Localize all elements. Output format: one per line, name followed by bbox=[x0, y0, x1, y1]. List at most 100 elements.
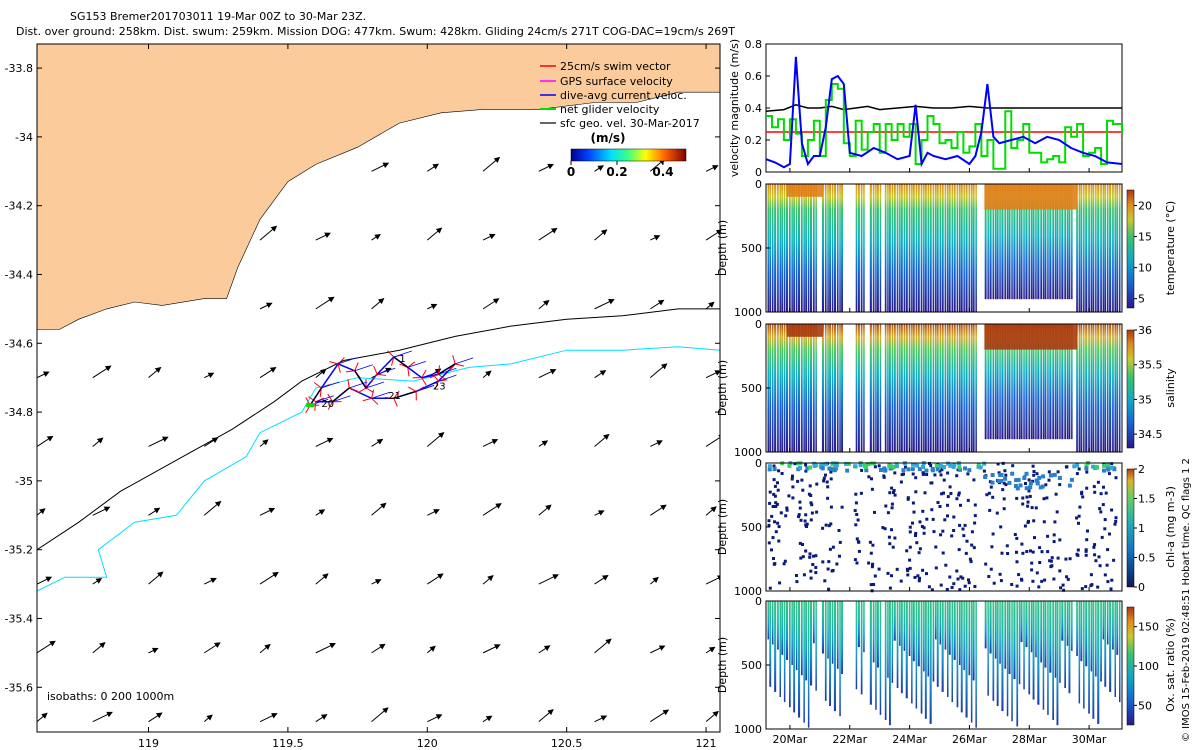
chl-a-point bbox=[1015, 496, 1019, 500]
chl-a-point bbox=[787, 463, 792, 468]
profile-column bbox=[896, 601, 899, 688]
chl-a-point bbox=[780, 472, 784, 475]
chl-a-point bbox=[773, 520, 776, 524]
profile-column bbox=[1006, 601, 1009, 717]
profile-column bbox=[1001, 601, 1004, 712]
colorbar-label: salinity bbox=[1164, 368, 1177, 408]
chl-a-point bbox=[956, 577, 960, 581]
velocity-series-line bbox=[765, 104, 1122, 112]
chl-a-point bbox=[1114, 476, 1118, 480]
profile-column bbox=[896, 184, 899, 312]
profile-column bbox=[924, 184, 927, 312]
chl-a-point bbox=[1052, 472, 1057, 477]
chl-a-point bbox=[790, 477, 794, 481]
chl-a-point bbox=[799, 518, 803, 522]
map-axis-ticks: 119 119.5 120 120.5 121-33.8-34-34.2-34.4-34… bbox=[5, 44, 720, 750]
chl-a-point bbox=[804, 513, 808, 517]
chl-a-point bbox=[987, 575, 991, 578]
profile-column bbox=[989, 601, 992, 654]
profile-column bbox=[1083, 324, 1085, 452]
chl-a-point bbox=[795, 574, 798, 577]
chl-a-point bbox=[791, 474, 794, 478]
profile-column bbox=[789, 184, 791, 312]
swim-vector bbox=[407, 361, 416, 368]
chl-a-point bbox=[1005, 544, 1009, 548]
chl-a-point bbox=[838, 554, 841, 558]
chl-a-point bbox=[829, 522, 833, 526]
profile-column bbox=[774, 324, 777, 452]
swim-vector bbox=[437, 365, 441, 375]
sfc-geo-arrow bbox=[315, 232, 331, 241]
chl-a-point bbox=[1109, 465, 1114, 470]
profile-column bbox=[891, 324, 894, 452]
chl-a-point bbox=[873, 465, 877, 469]
chl-a-point bbox=[1099, 492, 1103, 496]
profile-column bbox=[963, 324, 965, 452]
profile-column bbox=[821, 184, 824, 312]
profile-column bbox=[824, 324, 827, 452]
chl-a-point bbox=[948, 575, 952, 579]
profile-column bbox=[936, 184, 939, 312]
profile-column bbox=[911, 601, 913, 704]
chl-a-point bbox=[1057, 476, 1062, 480]
profile-column bbox=[970, 601, 973, 723]
profile-column bbox=[932, 184, 935, 312]
chl-a-point bbox=[774, 505, 778, 508]
sfc-geo-arrow bbox=[482, 715, 493, 723]
chl-a-point bbox=[771, 505, 775, 508]
sfc-geo-arrow bbox=[650, 645, 666, 654]
chl-a-point bbox=[785, 506, 789, 510]
depth-tick-label: 500 bbox=[741, 382, 762, 395]
chl-a-point bbox=[888, 491, 892, 495]
profile-column bbox=[869, 324, 872, 452]
chl-a-point bbox=[1052, 540, 1056, 544]
map-xtick-label: 120.5 bbox=[551, 737, 583, 750]
depth-ylabel: Depth (m) bbox=[716, 499, 729, 555]
profile-column bbox=[841, 184, 843, 312]
profile-column bbox=[827, 324, 829, 452]
colorbar-tick-label: 5 bbox=[1138, 293, 1145, 306]
chl-a-point bbox=[1075, 516, 1079, 520]
profile-column bbox=[951, 601, 953, 703]
chl-a-point bbox=[1047, 470, 1051, 474]
chl-a-point bbox=[940, 468, 944, 472]
chl-a-point bbox=[869, 583, 873, 587]
sfc-geo-arrow bbox=[705, 646, 716, 654]
chl-a-point bbox=[1103, 527, 1107, 531]
chl-a-point bbox=[957, 465, 962, 470]
chl-a-point bbox=[1015, 486, 1020, 491]
profile-column bbox=[855, 324, 858, 452]
sfc-geo-arrow bbox=[426, 645, 436, 654]
sfc-geo-arrow bbox=[203, 714, 213, 723]
chl-a-point bbox=[973, 585, 977, 588]
sfc-geo-arrow bbox=[371, 707, 389, 723]
chl-a-point bbox=[1103, 573, 1107, 577]
chl-a-point bbox=[791, 485, 795, 489]
chl-a-point bbox=[767, 519, 771, 523]
profile-column bbox=[956, 601, 959, 708]
profile-column bbox=[984, 601, 987, 649]
profile-column bbox=[935, 601, 937, 640]
sfc-geo-arrow bbox=[594, 638, 612, 654]
profile-column bbox=[833, 324, 836, 452]
profile-column bbox=[996, 184, 999, 300]
chl-a-point bbox=[964, 551, 968, 555]
dive-avg-current-vector bbox=[371, 391, 390, 399]
chl-a-point bbox=[855, 537, 859, 541]
chl-a-point bbox=[804, 463, 808, 467]
chl-a-point bbox=[844, 461, 849, 466]
depth-tick-label: 0 bbox=[755, 318, 762, 331]
chl-a-point bbox=[900, 473, 904, 477]
warm-surface-layer bbox=[786, 324, 823, 337]
profile-column bbox=[951, 184, 953, 312]
chl-a-point bbox=[837, 529, 841, 532]
chl-a-point bbox=[1031, 579, 1035, 583]
chl-a-point bbox=[1064, 557, 1068, 561]
chl-a-point bbox=[1000, 551, 1004, 555]
profile-column bbox=[824, 601, 827, 701]
swim-vector bbox=[434, 380, 439, 390]
profile-column bbox=[793, 184, 796, 312]
chl-a-point bbox=[958, 523, 962, 527]
profile-column bbox=[836, 184, 839, 312]
profile-column bbox=[1016, 324, 1019, 440]
